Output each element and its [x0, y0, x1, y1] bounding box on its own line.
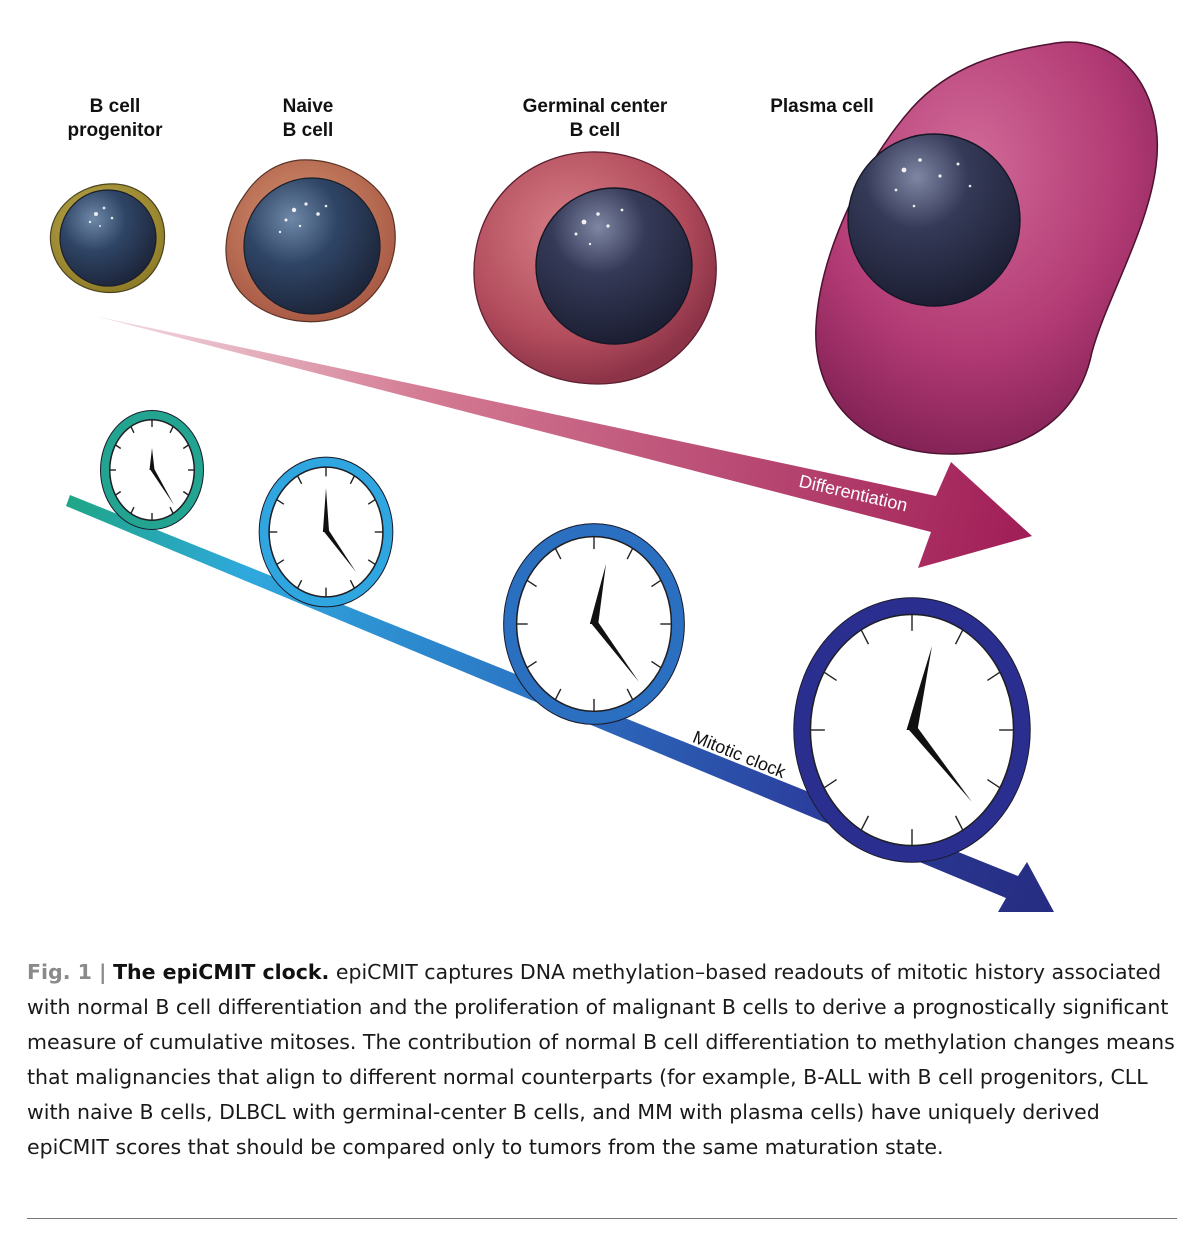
- clock1-tick: [130, 506, 135, 514]
- clock4-ring: [794, 598, 1030, 862]
- clock4-minute-hand: [907, 724, 972, 802]
- progenitor-cell-icon: [49, 183, 166, 294]
- clock2-tick: [297, 579, 303, 589]
- clock4-tick: [860, 815, 870, 831]
- germinal-center-cell-icon: [473, 151, 717, 385]
- clock1-tick: [169, 426, 174, 434]
- caption-text: epiCMIT captures DNA methylation–based r…: [27, 960, 1175, 1159]
- clock3-tick: [554, 688, 562, 700]
- clock4-tick: [954, 629, 964, 645]
- cell-labels: B cell progenitor Naive B cell Germinal …: [68, 96, 874, 141]
- clock3-tick: [651, 660, 662, 669]
- clock1-tick: [115, 490, 122, 496]
- epicmit-figure: B cell progenitor Naive B cell Germinal …: [49, 41, 1159, 912]
- clock3-tick: [554, 548, 562, 560]
- cell-label-gc-line1: Germinal center: [523, 96, 668, 117]
- clock4-tick: [954, 815, 964, 831]
- clock4-tick: [987, 671, 1001, 682]
- clock1-hour-hand: [149, 448, 155, 470]
- clock2-tick: [367, 559, 376, 565]
- cell-label-plasma-line1: Plasma cell: [770, 96, 874, 117]
- clock3-tick: [526, 579, 537, 588]
- cell-label-gc-line2: B cell: [570, 120, 621, 141]
- clock-2-icon: [258, 456, 394, 608]
- clock4-tick: [860, 629, 870, 645]
- clock1-tick: [130, 426, 135, 434]
- clock1-tick: [169, 506, 174, 514]
- clock1-ring: [101, 411, 203, 529]
- clock4-tick: [823, 778, 837, 789]
- naive-cell-icon: [225, 159, 396, 323]
- clock1-tick: [115, 444, 122, 450]
- clock1-minute-hand: [150, 467, 174, 505]
- clock-4-icon: [793, 597, 1031, 863]
- clock3-minute-hand: [590, 619, 639, 682]
- clock2-tick: [367, 499, 376, 505]
- clock3-tick: [626, 688, 634, 700]
- clock4-tick: [987, 778, 1001, 789]
- clock3-tick: [526, 660, 537, 669]
- clock2-tick: [276, 499, 285, 505]
- figure-caption: Fig. 1 | The epiCMIT clock. epiCMIT capt…: [27, 955, 1177, 1165]
- clock2-tick: [349, 579, 355, 589]
- clock2-tick: [297, 475, 303, 485]
- clock-3-icon: [503, 523, 685, 725]
- caption-title: The epiCMIT clock.: [113, 960, 330, 984]
- clock2-ring: [259, 457, 393, 607]
- cell-label-progenitor-line1: B cell: [90, 96, 141, 117]
- clock2-tick: [349, 475, 355, 485]
- clock-1-icon: [100, 410, 204, 530]
- clock3-tick: [626, 548, 634, 560]
- clock1-tick: [182, 444, 189, 450]
- clock4-hour-hand: [906, 646, 932, 730]
- cell-label-progenitor-line2: progenitor: [68, 120, 164, 141]
- clock1-tick: [182, 490, 189, 496]
- clock2-minute-hand: [323, 528, 356, 572]
- clock3-hour-hand: [589, 564, 606, 624]
- caption-figure-number: Fig. 1 |: [27, 960, 107, 984]
- clock2-hour-hand: [322, 488, 330, 532]
- clock3-ring: [504, 524, 684, 724]
- cell-label-naive-line1: Naive: [283, 96, 334, 117]
- clock2-tick: [276, 559, 285, 565]
- plasma-cell-icon: [815, 41, 1159, 455]
- clock4-tick: [823, 671, 837, 682]
- clock3-tick: [651, 579, 662, 588]
- cell-label-naive-line2: B cell: [283, 120, 334, 141]
- caption-divider: [27, 1218, 1177, 1219]
